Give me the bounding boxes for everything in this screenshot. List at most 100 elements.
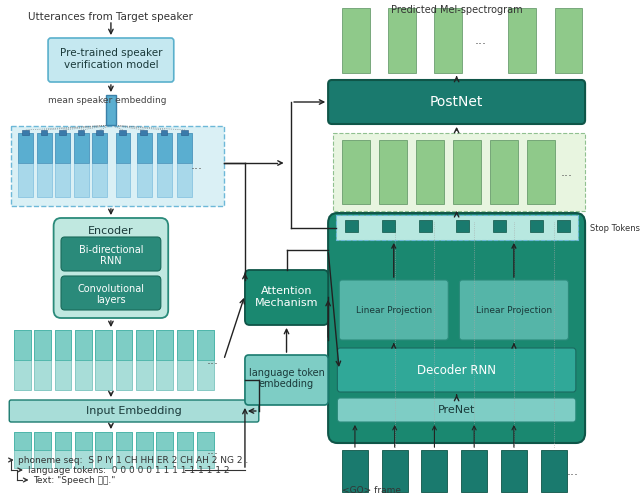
Bar bbox=[456, 220, 468, 232]
Bar bbox=[161, 130, 167, 135]
Text: Utterances from Target speaker: Utterances from Target speaker bbox=[28, 12, 193, 22]
Text: Linear Projection: Linear Projection bbox=[356, 305, 432, 315]
Bar bbox=[156, 432, 173, 468]
Bar bbox=[197, 330, 214, 360]
Text: layers: layers bbox=[96, 295, 125, 305]
Text: Predicted Mel-spectrogram: Predicted Mel-spectrogram bbox=[391, 5, 522, 15]
Text: mean speaker embedding: mean speaker embedding bbox=[48, 96, 166, 105]
Bar bbox=[119, 130, 125, 135]
Bar bbox=[157, 133, 172, 163]
Bar bbox=[116, 432, 132, 468]
Bar bbox=[416, 140, 444, 204]
Text: ...: ... bbox=[567, 465, 579, 478]
Bar bbox=[435, 8, 462, 73]
Bar bbox=[77, 130, 84, 135]
Bar bbox=[14, 330, 31, 360]
Bar bbox=[116, 133, 131, 197]
Bar bbox=[345, 220, 358, 232]
Bar bbox=[137, 133, 152, 163]
Text: ...: ... bbox=[561, 165, 573, 178]
Bar bbox=[75, 330, 92, 360]
Bar bbox=[75, 330, 92, 390]
Text: Mechanism: Mechanism bbox=[255, 298, 318, 308]
Bar bbox=[56, 133, 70, 197]
Bar bbox=[177, 432, 193, 450]
Bar bbox=[156, 330, 173, 390]
FancyBboxPatch shape bbox=[9, 400, 259, 422]
Text: Encoder: Encoder bbox=[88, 226, 134, 236]
Text: PostNet: PostNet bbox=[430, 95, 483, 109]
Bar bbox=[136, 432, 152, 468]
Bar bbox=[177, 432, 193, 468]
Bar bbox=[177, 133, 192, 163]
Bar bbox=[557, 220, 570, 232]
Bar bbox=[335, 215, 578, 240]
FancyBboxPatch shape bbox=[339, 280, 448, 340]
Bar bbox=[34, 432, 51, 468]
Bar bbox=[388, 8, 416, 73]
Bar bbox=[14, 432, 31, 450]
Bar bbox=[22, 130, 29, 135]
Bar bbox=[95, 432, 112, 468]
Text: embedding: embedding bbox=[259, 379, 314, 389]
Bar bbox=[136, 432, 152, 450]
Bar bbox=[541, 450, 566, 492]
FancyBboxPatch shape bbox=[337, 398, 576, 422]
Bar bbox=[181, 130, 188, 135]
Bar bbox=[493, 220, 506, 232]
Bar bbox=[116, 330, 132, 390]
FancyBboxPatch shape bbox=[328, 213, 585, 443]
Text: ...: ... bbox=[207, 444, 219, 457]
Bar bbox=[106, 95, 116, 125]
Bar bbox=[75, 432, 92, 450]
Text: Decoder RNN: Decoder RNN bbox=[417, 364, 496, 376]
FancyBboxPatch shape bbox=[48, 38, 174, 82]
Text: ...: ... bbox=[475, 33, 486, 46]
Bar bbox=[156, 330, 173, 360]
Bar bbox=[75, 432, 92, 468]
FancyBboxPatch shape bbox=[328, 80, 585, 124]
Bar bbox=[197, 432, 214, 450]
Bar bbox=[342, 450, 368, 492]
Bar bbox=[379, 140, 406, 204]
Bar bbox=[92, 133, 108, 197]
Bar bbox=[381, 220, 395, 232]
Bar bbox=[54, 330, 71, 360]
Bar bbox=[41, 130, 47, 135]
Bar bbox=[136, 330, 152, 360]
Text: language tokens:  0 0 0 0 0 1 1 1 1 1 1 1 1 2: language tokens: 0 0 0 0 0 1 1 1 1 1 1 1… bbox=[28, 466, 229, 475]
Bar bbox=[14, 330, 31, 390]
FancyBboxPatch shape bbox=[245, 270, 328, 325]
Text: PreNet: PreNet bbox=[438, 405, 476, 415]
FancyBboxPatch shape bbox=[54, 218, 168, 318]
Text: Stop Tokens: Stop Tokens bbox=[589, 224, 640, 233]
Bar bbox=[37, 133, 52, 163]
FancyBboxPatch shape bbox=[337, 348, 576, 392]
Text: Linear Projection: Linear Projection bbox=[476, 305, 552, 315]
Text: Convolutional: Convolutional bbox=[77, 284, 145, 294]
Bar bbox=[56, 133, 70, 163]
Bar bbox=[342, 8, 370, 73]
Bar bbox=[419, 220, 431, 232]
Text: Bi-directional: Bi-directional bbox=[79, 245, 143, 255]
Bar bbox=[177, 330, 193, 390]
Bar bbox=[54, 432, 71, 468]
Bar bbox=[74, 133, 89, 163]
Bar bbox=[461, 450, 487, 492]
Bar bbox=[59, 130, 66, 135]
Bar bbox=[19, 133, 33, 197]
Text: verification model: verification model bbox=[63, 60, 158, 70]
FancyBboxPatch shape bbox=[61, 237, 161, 271]
Bar bbox=[156, 432, 173, 450]
Bar bbox=[116, 432, 132, 450]
Text: ...: ... bbox=[191, 158, 203, 171]
Bar bbox=[157, 133, 172, 197]
Bar bbox=[501, 450, 527, 492]
Bar bbox=[34, 330, 51, 390]
Bar bbox=[116, 330, 132, 360]
Bar bbox=[177, 133, 192, 197]
Bar bbox=[137, 133, 152, 197]
Bar bbox=[197, 432, 214, 468]
Text: Input Embedding: Input Embedding bbox=[86, 406, 182, 416]
Bar bbox=[527, 140, 555, 204]
